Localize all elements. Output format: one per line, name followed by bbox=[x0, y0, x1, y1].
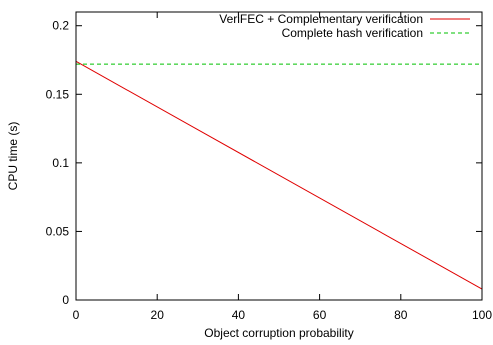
x-tick-label: 40 bbox=[232, 308, 246, 322]
y-axis-ticks: 0 0.05 0.1 0.15 0.2 bbox=[46, 19, 482, 307]
plot-frame bbox=[75, 11, 483, 301]
legend-label: Complete hash verification bbox=[282, 26, 423, 40]
x-tick-label: 20 bbox=[151, 308, 165, 322]
series-line-1 bbox=[75, 60, 483, 290]
legend-label: VeriFEC + Complementary verification bbox=[219, 12, 423, 26]
series-layer bbox=[75, 60, 483, 290]
x-tick-label: 0 bbox=[73, 308, 80, 322]
x-axis-ticks: 0 20 40 60 80 100 bbox=[73, 12, 492, 322]
x-tick-label: 80 bbox=[394, 308, 408, 322]
legend: VeriFEC + Complementary verificationComp… bbox=[219, 12, 470, 40]
y-tick-label: 0.1 bbox=[52, 156, 69, 170]
y-tick-label: 0.2 bbox=[52, 19, 69, 33]
y-tick-label: 0 bbox=[62, 293, 69, 307]
x-tick-label: 100 bbox=[472, 308, 492, 322]
y-tick-label: 0.15 bbox=[46, 87, 70, 101]
x-axis-label: Object corruption probability bbox=[204, 326, 353, 340]
y-tick-label: 0.05 bbox=[46, 224, 70, 238]
y-axis-label: CPU time (s) bbox=[6, 122, 20, 191]
x-tick-label: 60 bbox=[313, 308, 327, 322]
